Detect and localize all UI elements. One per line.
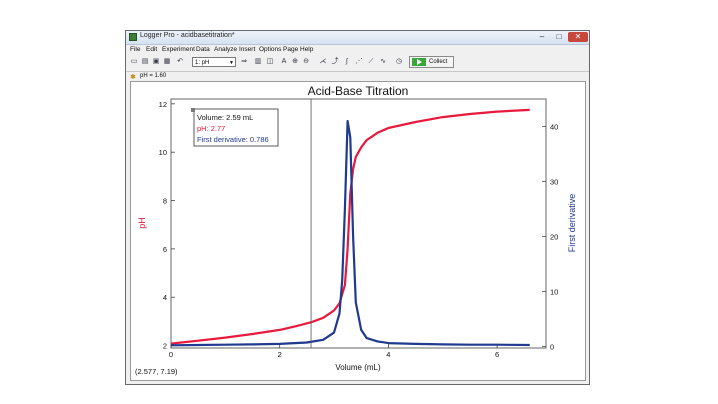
sensor-meter-icon: ✱ <box>130 74 136 81</box>
print-icon[interactable]: ▦ <box>163 58 171 65</box>
x-axis-label: Volume (mL) <box>335 363 381 372</box>
x-tick-label: 6 <box>495 350 499 359</box>
close-button[interactable]: ✕ <box>568 32 588 42</box>
curve-fit-icon[interactable]: ∿ <box>380 58 386 65</box>
graph-icon[interactable]: ◫ <box>266 58 274 65</box>
titration-chart[interactable]: Acid-Base Titration Volume (mL) pH First… <box>131 82 585 380</box>
y2-tick-label: 0 <box>550 342 554 351</box>
logger-pro-window: Logger Pro - acidbasetitration* – □ ✕ Fi… <box>125 30 590 385</box>
examine-ph: pH: 2.77 <box>197 124 225 133</box>
open-file-icon[interactable]: ▤ <box>141 58 149 65</box>
y-tick-label: 10 <box>159 148 167 157</box>
y-tick-label: 6 <box>163 245 167 254</box>
meter-value: 1.60 <box>154 73 167 79</box>
meter-readout: pH = 1.60 <box>140 72 166 81</box>
ph-series-line <box>170 108 530 345</box>
table-icon[interactable]: ▥ <box>254 58 262 65</box>
sensor-select-value: 1: pH <box>195 60 210 66</box>
menu-edit[interactable]: Edit <box>146 46 158 53</box>
integral-icon[interactable]: ∫ <box>346 58 348 65</box>
save-icon[interactable]: ▣ <box>152 58 160 65</box>
examine-box-handle-icon[interactable] <box>191 108 195 112</box>
logger-pro-app-icon <box>129 33 137 41</box>
first-derivative-series-line <box>170 119 530 347</box>
x-tick-label: 0 <box>169 350 173 359</box>
examine-box-frame <box>193 108 279 147</box>
y2-tick-label: 40 <box>550 122 558 131</box>
y2-tick-label: 30 <box>550 177 558 186</box>
examine-derivative: First derivative: 0.786 <box>197 135 269 144</box>
menu-help[interactable]: Help <box>300 46 314 53</box>
meter-label: pH = <box>140 73 153 79</box>
menu-experiment[interactable]: Experiment <box>162 46 195 53</box>
y2-tick-label: 20 <box>550 232 558 241</box>
window-title: Logger Pro - acidbasetitration* <box>140 32 235 39</box>
title-bar[interactable]: Logger Pro - acidbasetitration* – □ ✕ <box>126 31 589 45</box>
collect-label: Collect <box>429 59 448 65</box>
statistics-icon[interactable]: ⋰ <box>355 58 363 65</box>
linear-fit-icon[interactable]: ⟋ <box>368 58 374 65</box>
data-series <box>170 108 530 347</box>
minimize-button[interactable]: – <box>539 32 545 41</box>
menu-data[interactable]: Data <box>196 46 210 53</box>
meter-bar: ✱ pH = 1.60 <box>126 71 589 81</box>
chart-title: Acid-Base Titration <box>308 84 409 98</box>
menu-file[interactable]: File <box>130 46 141 53</box>
examine-box[interactable]: Volume: 2.59 mL pH: 2.77 First derivativ… <box>191 108 279 147</box>
sensor-select[interactable]: 1: pH ▼ <box>192 57 236 67</box>
collect-button[interactable]: Collect <box>409 56 454 68</box>
stopwatch-icon[interactable]: ◷ <box>395 58 403 65</box>
menu-options[interactable]: Options <box>259 46 282 53</box>
y2-axis-label: First derivative <box>567 194 577 253</box>
y-tick-label: 4 <box>163 293 167 302</box>
x-tick-label: 4 <box>386 350 390 359</box>
new-file-icon[interactable]: ▭ <box>130 58 138 65</box>
menu-analyze[interactable]: Analyze <box>214 46 238 53</box>
y-tick-label: 8 <box>163 197 167 206</box>
x-tick-label: 2 <box>278 350 282 359</box>
menu-bar: File Edit Experiment Data Analyze Insert… <box>126 45 589 55</box>
y-tick-label: 12 <box>159 100 167 109</box>
menu-insert[interactable]: Insert <box>239 46 256 53</box>
zoom-out-icon[interactable]: ⊖ <box>303 58 309 65</box>
undo-icon[interactable]: ↶ <box>177 58 183 65</box>
tangent-icon[interactable]: ⤴ <box>331 58 339 65</box>
autoscale-icon[interactable]: A <box>281 58 287 65</box>
zoom-in-icon[interactable]: ⊕ <box>292 58 298 65</box>
data-browser-icon[interactable]: ⇒ <box>241 58 247 65</box>
menu-page[interactable]: Page <box>283 46 299 53</box>
y-tick-label: 2 <box>163 342 167 351</box>
y-axis-label: pH <box>137 217 147 229</box>
graph-area[interactable]: Acid-Base Titration Volume (mL) pH First… <box>130 81 586 381</box>
examine-icon[interactable]: ⋌ <box>319 58 327 65</box>
y2-tick-label: 10 <box>550 287 558 296</box>
play-icon <box>412 58 426 66</box>
toolbar: ▭ ▤ ▣ ▦ ↶ 1: pH ▼ ⇒ ▥ ◫ A ⊕ ⊖ ⋌ ⤴ ∫ ⋰ ⟋ … <box>126 56 589 70</box>
maximize-button[interactable]: □ <box>556 32 562 41</box>
examine-volume: Volume: 2.59 mL <box>197 113 253 122</box>
coordinate-readout: (2.577, 7.19) <box>135 367 178 376</box>
chevron-down-icon: ▼ <box>229 60 234 66</box>
